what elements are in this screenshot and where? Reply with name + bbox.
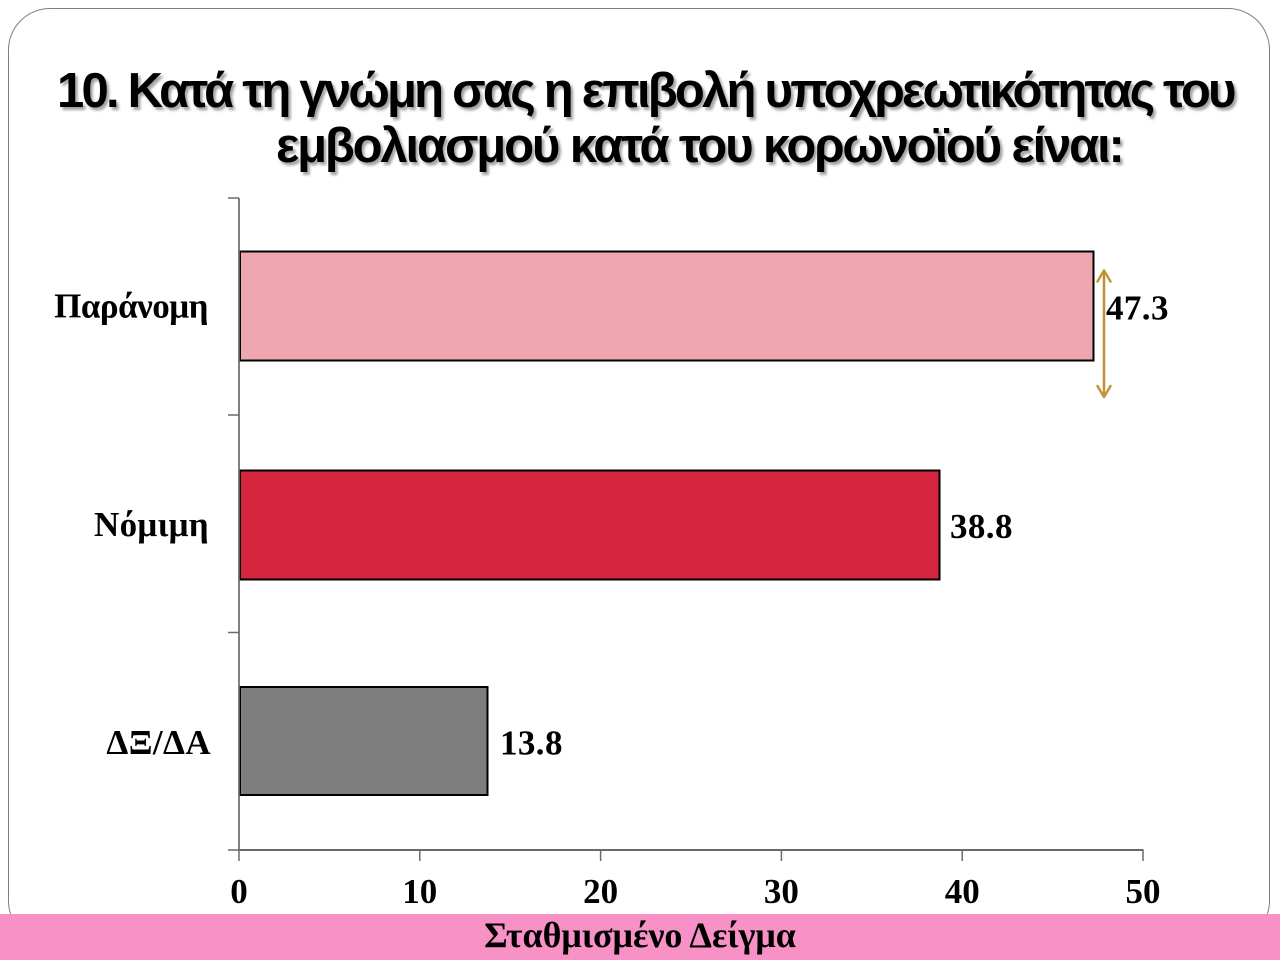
svg-text:50: 50: [1126, 872, 1161, 911]
svg-text:13.8: 13.8: [500, 724, 563, 763]
svg-text:47.3: 47.3: [1106, 289, 1169, 328]
svg-text:30: 30: [764, 872, 799, 911]
svg-text:20: 20: [583, 872, 618, 911]
svg-text:40: 40: [945, 872, 980, 911]
svg-text:ΔΞ/ΔΑ: ΔΞ/ΔΑ: [106, 723, 211, 762]
svg-text:38.8: 38.8: [950, 507, 1013, 546]
svg-text:Παράνομη: Παράνομη: [54, 286, 208, 325]
svg-text:0: 0: [230, 872, 248, 911]
svg-text:Νόμιμη: Νόμιμη: [94, 505, 209, 544]
svg-text:10: 10: [402, 872, 437, 911]
